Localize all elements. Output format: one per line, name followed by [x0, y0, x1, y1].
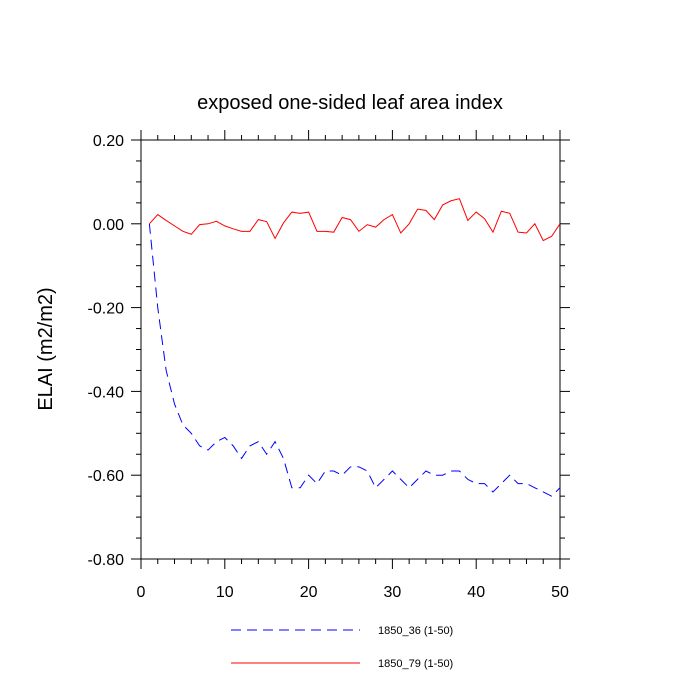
- x-tick-label: 0: [137, 584, 146, 601]
- chart-title: exposed one-sided leaf area index: [197, 92, 503, 114]
- legend-label-series-2: 1850_79 (1-50): [378, 658, 453, 670]
- y-tick-label: -0.20: [88, 301, 125, 318]
- legend: 1850_36 (1-50) 1850_79 (1-50): [231, 625, 453, 670]
- x-tick-label: 30: [384, 584, 402, 601]
- y-tick-label: 0.20: [93, 133, 124, 150]
- series-line-2: [149, 198, 561, 242]
- plot-frame: [140, 139, 561, 560]
- x-tick-label: 40: [467, 584, 485, 601]
- x-tick-label: 10: [216, 584, 234, 601]
- axis-tick-labels: 0 10 20 30 40 50 0.20 0.00 -0.20 -0.40 -0.60 -0.80: [88, 133, 569, 601]
- x-tick-label: 20: [300, 584, 318, 601]
- y-tick-label: -0.80: [88, 552, 125, 569]
- y-tick-label: -0.40: [88, 384, 125, 401]
- series-lines: [148, 198, 561, 497]
- y-tick-label: -0.60: [88, 468, 125, 485]
- y-tick-label: 0.00: [93, 217, 124, 234]
- series-line-1: [148, 223, 561, 497]
- y-axis-label: ELAI (m2/m2): [35, 287, 57, 410]
- x-tick-label: 50: [551, 584, 569, 601]
- axis-ticks: [131, 130, 570, 569]
- legend-label-series-1: 1850_36 (1-50): [378, 625, 453, 637]
